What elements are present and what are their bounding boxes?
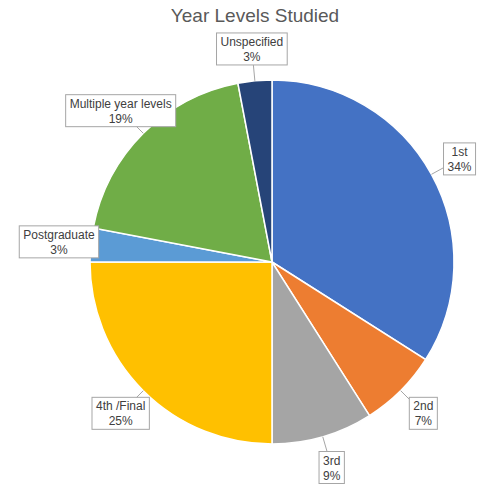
data-label: 1st34% (444, 143, 476, 175)
data-label: Multiple year levels19% (66, 95, 176, 127)
label-category: 1st (452, 145, 469, 159)
data-label: 2nd7% (409, 397, 437, 429)
label-box (319, 452, 344, 484)
label-value: 34% (448, 160, 472, 174)
label-category: 2nd (413, 399, 433, 413)
label-value: 3% (243, 50, 261, 64)
label-category: Unspecified (221, 35, 284, 49)
title: Year Levels Studied (171, 5, 339, 26)
slice (90, 262, 272, 444)
data-label: Postgraduate3% (19, 226, 98, 258)
label-box (66, 95, 176, 127)
label-value: 19% (109, 112, 133, 126)
chart: Year Levels Studied 1st34% 2nd7% 3rd9% 4th /… (0, 0, 500, 486)
label-value: 3% (50, 243, 68, 257)
data-label: Unspecified3% (217, 33, 288, 65)
data-labels: 1st34% 2nd7% 3rd9% 4th /Final25% Postgraduat… (19, 33, 475, 484)
label-box (19, 226, 98, 258)
slice (238, 80, 272, 262)
label-category: Multiple year levels (70, 97, 172, 111)
label-box (217, 33, 288, 65)
pie (90, 80, 454, 444)
label-box (409, 397, 437, 429)
label-category: 4th /Final (96, 399, 145, 413)
label-value: 7% (415, 414, 433, 428)
data-label: 4th /Final25% (92, 397, 149, 429)
data-label: 3rd9% (319, 452, 344, 484)
label-category: 3rd (323, 454, 340, 468)
slice (272, 262, 370, 444)
label-category: Postgraduate (23, 228, 95, 242)
label-box (92, 397, 149, 429)
label-value: 25% (109, 414, 133, 428)
label-value: 9% (323, 469, 341, 483)
label-box (444, 143, 476, 175)
